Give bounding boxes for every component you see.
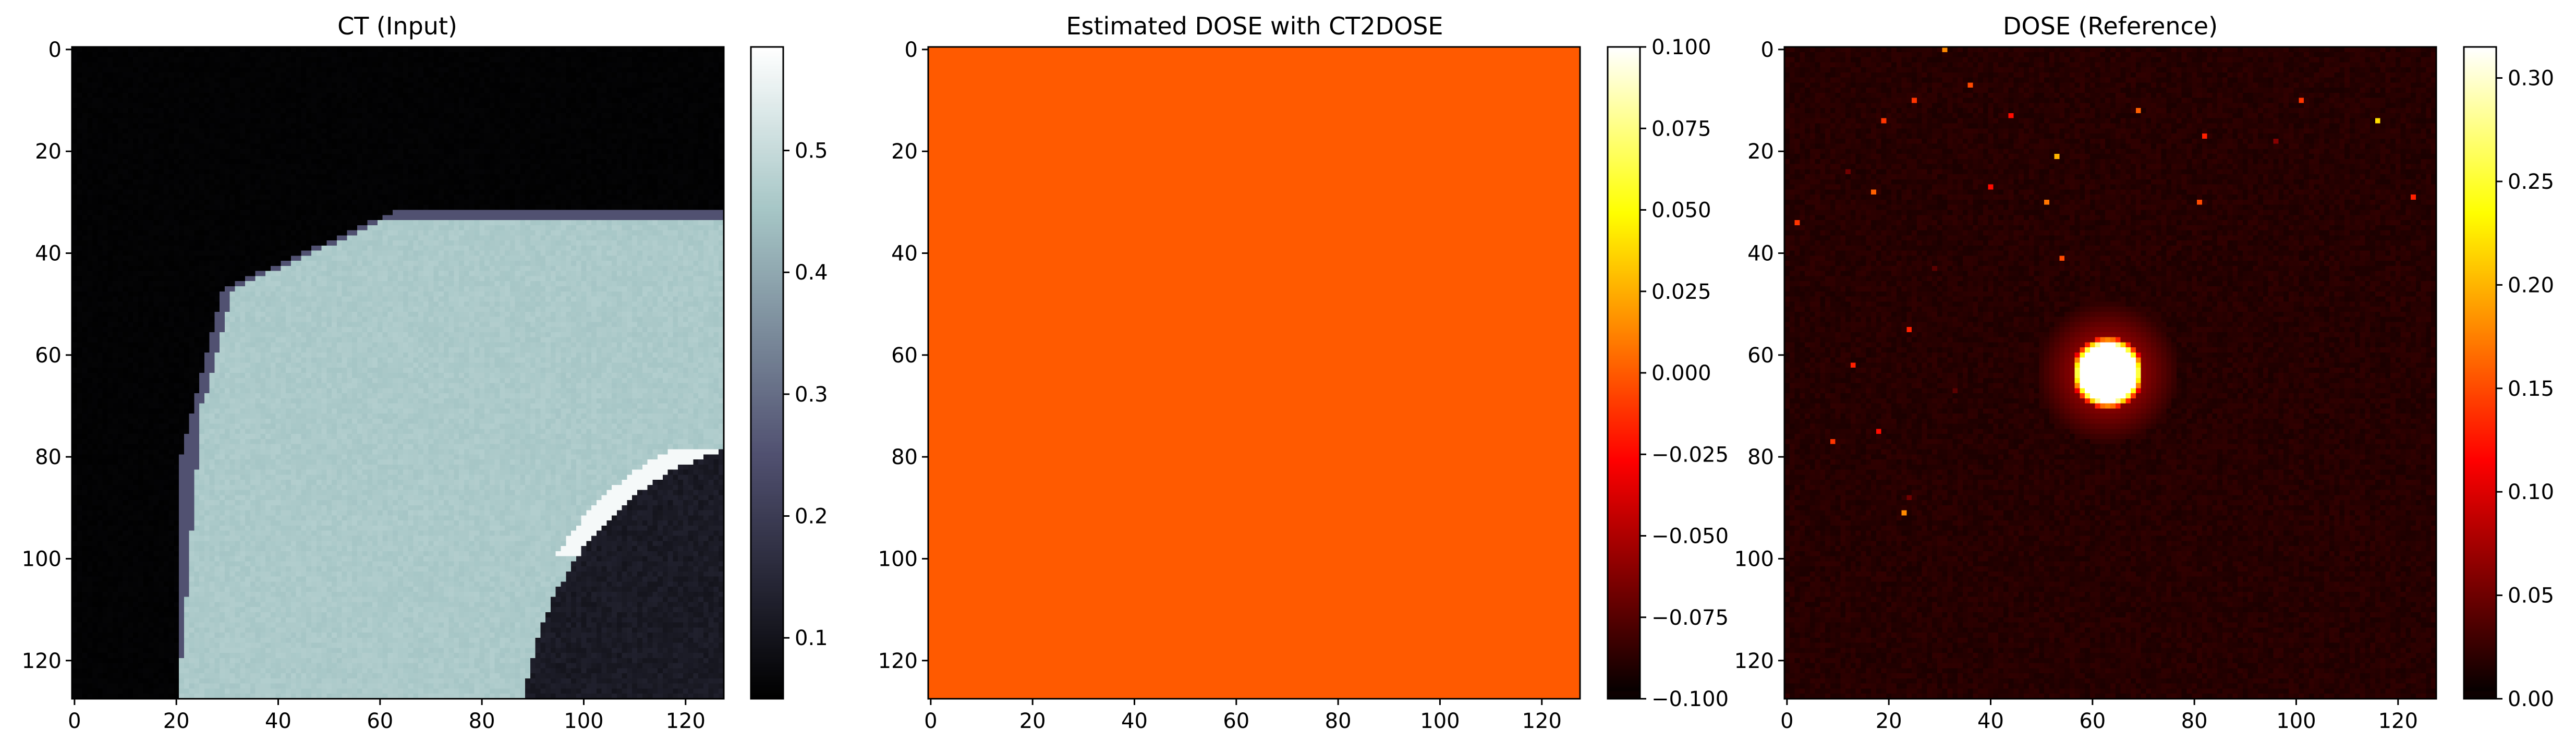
x-tick-label: 20	[1019, 709, 1046, 733]
x-tick-label: 40	[1977, 709, 2004, 733]
colorbar-tick-label: 0.05	[2508, 584, 2554, 608]
ct-image	[72, 47, 724, 699]
colorbar-tick-label: 0.00	[2508, 687, 2554, 711]
estimated-dose-x-axis: 0 20 40 60 80 100 120	[924, 699, 1562, 733]
y-tick-label: 120	[1734, 649, 1774, 673]
x-tick-label: 60	[2079, 709, 2106, 733]
x-tick-label: 120	[1522, 709, 1562, 733]
x-tick-label: 40	[1121, 709, 1148, 733]
dose-reference-colorbar-frame	[2463, 46, 2497, 700]
dose-reference-y-axis: 0 20 40 60 80 100 120	[1734, 38, 1784, 673]
y-tick-label: 40	[1747, 242, 1774, 266]
y-tick-label: 60	[35, 344, 62, 368]
y-tick-label: 120	[878, 649, 918, 673]
ct-y-axis: 0 20 40 60 80 100 120	[22, 38, 72, 673]
y-tick-label: 20	[35, 140, 62, 164]
y-tick-label: 40	[35, 242, 62, 266]
x-tick-label: 0	[1780, 709, 1793, 733]
y-tick-label: 80	[891, 445, 918, 469]
y-tick-label: 100	[1734, 547, 1774, 571]
y-tick-label: 80	[1747, 445, 1774, 469]
colorbar-tick-label: 0.050	[1651, 199, 1711, 223]
estimated-dose-colorbar-axis: 0.100 0.075 0.050 0.025 0.000 −0.025 −0.050 −0.…	[1640, 35, 1729, 711]
estimated-dose-image	[928, 47, 1580, 699]
y-tick-label: 60	[891, 344, 918, 368]
x-tick-label: 0	[68, 709, 81, 733]
panel-ct-input: CT (Input) 0 20 40 60 80 100 120 0 20 40 60 80 100 1…	[22, 12, 828, 733]
colorbar-tick-label: −0.075	[1651, 606, 1729, 630]
colorbar-tick-label: −0.100	[1651, 687, 1729, 711]
x-tick-label: 100	[2276, 709, 2316, 733]
panel-dose-reference: DOSE (Reference) 0 20 40 60 80 100 120 0 20 40 60…	[1734, 12, 2554, 733]
x-tick-label: 100	[1420, 709, 1460, 733]
colorbar-tick-label: 0.3	[795, 383, 828, 407]
ct-image-frame	[71, 46, 725, 700]
x-tick-label: 80	[1325, 709, 1352, 733]
ct-colorbar	[751, 47, 783, 699]
colorbar-tick-label: 0.000	[1651, 361, 1711, 385]
colorbar-tick-label: 0.075	[1651, 117, 1711, 141]
dose-reference-colorbar-axis: 0.00 0.05 0.10 0.15 0.20 0.25 0.30	[2496, 67, 2554, 711]
colorbar-tick-label: 0.4	[795, 261, 828, 285]
panel-estimated-dose-title: Estimated DOSE with CT2DOSE	[1066, 12, 1443, 40]
estimated-dose-colorbar	[1608, 47, 1640, 699]
colorbar-tick-label: 0.25	[2508, 170, 2554, 194]
x-tick-label: 100	[564, 709, 603, 733]
panel-ct-input-title: CT (Input)	[337, 12, 457, 40]
x-tick-label: 80	[469, 709, 495, 733]
colorbar-tick-label: 0.5	[795, 139, 828, 163]
colorbar-tick-label: −0.050	[1651, 525, 1729, 549]
estimated-dose-image-frame	[927, 46, 1581, 700]
dose-reference-colorbar	[2464, 47, 2496, 699]
panel-estimated-dose: Estimated DOSE with CT2DOSE 0 20 40 60 80 100…	[878, 12, 1729, 733]
colorbar-tick-label: 0.20	[2508, 273, 2554, 297]
y-tick-label: 60	[1747, 344, 1774, 368]
x-tick-label: 120	[2378, 709, 2418, 733]
colorbar-tick-label: 0.15	[2508, 377, 2554, 401]
colorbar-tick-label: −0.025	[1651, 443, 1729, 467]
y-tick-label: 0	[905, 38, 918, 62]
y-tick-label: 20	[891, 140, 918, 164]
dose-reference-image	[1784, 47, 2436, 699]
y-tick-label: 100	[22, 547, 62, 571]
x-tick-label: 40	[265, 709, 291, 733]
y-tick-label: 0	[48, 38, 62, 62]
y-tick-label: 100	[878, 547, 918, 571]
colorbar-tick-label: 0.025	[1651, 280, 1711, 304]
x-tick-label: 60	[1223, 709, 1249, 733]
ct-colorbar-axis: 0.1 0.2 0.3 0.4 0.5	[783, 139, 828, 650]
colorbar-tick-label: 0.2	[795, 505, 828, 529]
estimated-dose-y-axis: 0 20 40 60 80 100 120	[878, 38, 928, 673]
x-tick-label: 120	[666, 709, 706, 733]
colorbar-tick-label: 0.1	[795, 626, 828, 650]
y-tick-label: 20	[1747, 140, 1774, 164]
colorbar-tick-label: 0.100	[1651, 35, 1711, 59]
colorbar-tick-label: 0.30	[2508, 67, 2554, 91]
x-tick-label: 60	[367, 709, 393, 733]
dose-reference-x-axis: 0 20 40 60 80 100 120	[1780, 699, 2418, 733]
x-tick-label: 20	[1876, 709, 1902, 733]
dose-reference-image-frame	[1783, 46, 2437, 700]
y-tick-label: 80	[35, 445, 62, 469]
x-tick-label: 80	[2181, 709, 2208, 733]
y-tick-label: 120	[22, 649, 62, 673]
x-tick-label: 20	[163, 709, 190, 733]
ct-colorbar-frame	[750, 46, 784, 700]
ct-x-axis: 0 20 40 60 80 100 120	[68, 699, 706, 733]
x-tick-label: 0	[924, 709, 937, 733]
y-tick-label: 40	[891, 242, 918, 266]
panel-dose-reference-title: DOSE (Reference)	[2003, 12, 2218, 40]
y-tick-label: 0	[1761, 38, 1774, 62]
colorbar-tick-label: 0.10	[2508, 480, 2554, 504]
